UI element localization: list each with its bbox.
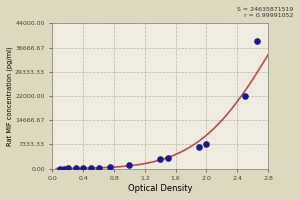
Text: S = 24635871519
r = 0.99991052: S = 24635871519 r = 0.99991052 bbox=[237, 7, 293, 18]
Point bbox=[204, 142, 209, 145]
Point bbox=[96, 166, 101, 169]
Point bbox=[61, 167, 66, 170]
Point bbox=[81, 167, 86, 170]
Point bbox=[73, 167, 78, 170]
X-axis label: Optical Density: Optical Density bbox=[128, 184, 193, 193]
Point bbox=[254, 40, 259, 43]
Point bbox=[243, 94, 248, 98]
Point bbox=[127, 163, 132, 166]
Point bbox=[196, 146, 201, 149]
Point bbox=[65, 167, 70, 170]
Point bbox=[158, 158, 163, 161]
Point bbox=[166, 156, 170, 160]
Point bbox=[58, 167, 63, 170]
Point bbox=[88, 167, 93, 170]
Point bbox=[108, 165, 112, 168]
Y-axis label: Rat MIF concentration (pg/ml): Rat MIF concentration (pg/ml) bbox=[7, 46, 14, 146]
